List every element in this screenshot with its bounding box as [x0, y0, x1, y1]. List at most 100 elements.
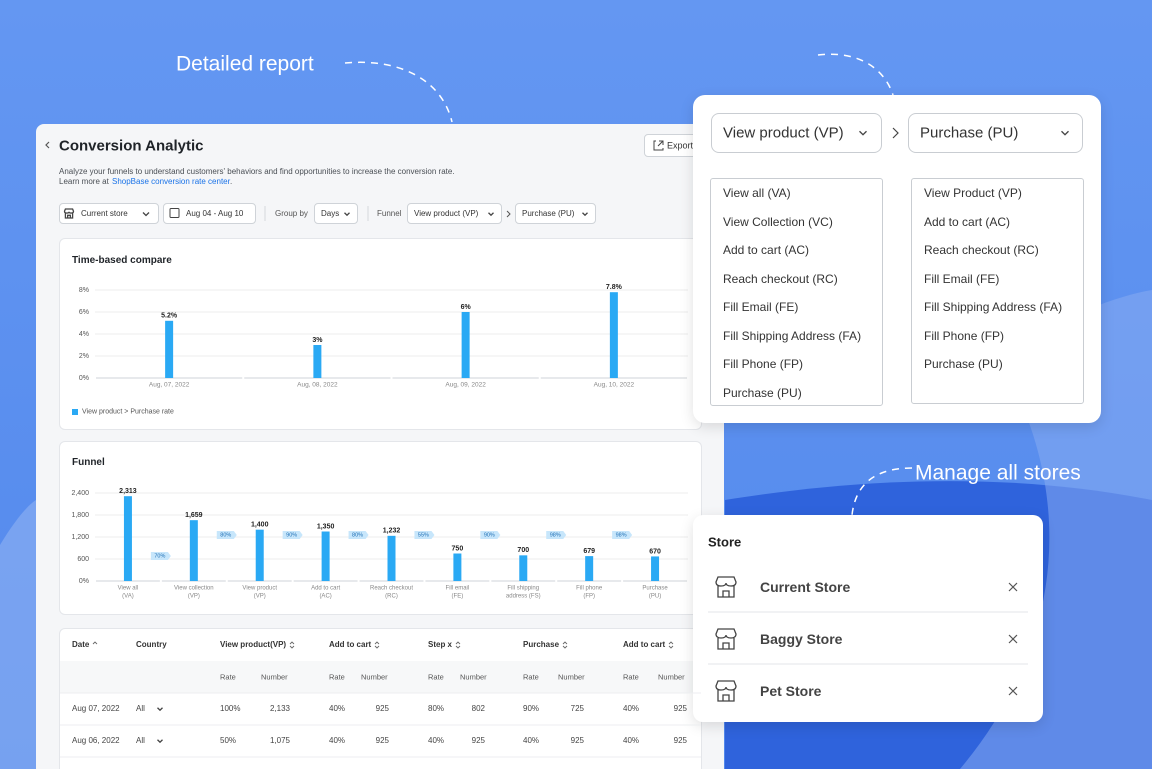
table-cell: 40%: [623, 704, 640, 713]
option[interactable]: Reach checkout (RC): [723, 271, 838, 286]
option[interactable]: Fill Email (FE): [924, 271, 1000, 286]
option[interactable]: Purchase (PU): [924, 357, 1003, 371]
y-tick-label: 2%: [79, 353, 89, 360]
column-header[interactable]: Add to cart: [329, 640, 372, 649]
store-name[interactable]: Pet Store: [760, 683, 822, 699]
table-cell: 50%: [220, 736, 237, 745]
picker-select-value[interactable]: View product (VP): [723, 124, 844, 142]
step-rate-tag: [282, 531, 303, 539]
table-cell: 925: [673, 736, 687, 745]
group-by-select[interactable]: [314, 203, 358, 224]
funnel-to-value[interactable]: Purchase (PU): [522, 209, 575, 218]
table-cell[interactable]: All: [136, 704, 145, 713]
step-rate-tag: [150, 552, 171, 560]
chart-title: Time-based compare: [72, 255, 172, 266]
export-label[interactable]: Export: [667, 140, 694, 151]
column-header[interactable]: Date: [72, 640, 90, 649]
table-card: [59, 628, 702, 769]
value-label: 2,313: [119, 488, 137, 495]
column-subheader: Rate: [623, 672, 639, 682]
option[interactable]: Fill Phone (FP): [924, 328, 1005, 343]
table-cell[interactable]: All: [136, 736, 145, 745]
funnel-from-select[interactable]: [407, 203, 502, 224]
option[interactable]: Add to cart (AC): [924, 214, 1011, 229]
option[interactable]: Purchase (PU): [723, 385, 802, 400]
step-rate-tag: [546, 531, 567, 539]
column-header[interactable]: View product(VP): [220, 640, 287, 649]
option[interactable]: View Collection (VC): [723, 214, 833, 229]
store-name[interactable]: Current Store: [760, 579, 851, 595]
bar: [519, 555, 528, 581]
column-header[interactable]: Add to cart: [623, 640, 666, 649]
x-tick-label: Purchase: [642, 586, 668, 592]
picker-select[interactable]: [711, 113, 882, 153]
funnel-chart-card: [59, 441, 702, 615]
option[interactable]: Fill Shipping Address (FA): [723, 328, 862, 343]
table-cell: 40%: [623, 736, 640, 745]
step-rate-label: 98%: [616, 532, 627, 538]
table-cell: 40%: [329, 704, 346, 713]
table-cell: 925: [471, 736, 485, 745]
table-subheader-bg: [60, 661, 701, 693]
option[interactable]: Reach checkout (RC): [924, 243, 1039, 257]
column-header[interactable]: Purchase: [523, 640, 560, 649]
step-rate-tag: [216, 531, 237, 539]
column-subheader: Rate: [428, 672, 444, 682]
column-subheader: Number: [658, 672, 685, 682]
learn-more-link[interactable]: ShopBase conversion rate center: [112, 177, 231, 186]
store-filter-label[interactable]: Current store: [81, 209, 128, 218]
column-header[interactable]: Country: [136, 640, 167, 649]
picker-select-value[interactable]: Purchase (PU): [920, 124, 1019, 142]
bar: [387, 535, 396, 581]
bar: [585, 556, 594, 581]
option[interactable]: Fill Phone (FP): [723, 357, 804, 371]
option[interactable]: View all (VA): [723, 186, 791, 200]
x-tick-label: address (FS): [506, 594, 541, 600]
table-cell: Aug 07, 2022: [72, 704, 120, 713]
table-cell: 40%: [329, 736, 346, 745]
option[interactable]: View Product (VP): [924, 186, 1022, 200]
y-tick-label: 1,200: [71, 534, 89, 541]
column-subheader: Number: [361, 672, 388, 682]
funnel-to-select[interactable]: [515, 203, 596, 224]
value-label: 1,232: [383, 528, 401, 535]
option[interactable]: Fill Email (FE): [723, 300, 799, 314]
x-tick-label: View product: [242, 586, 277, 592]
table-cell: 925: [375, 704, 389, 713]
x-tick-label: (VA): [122, 594, 134, 600]
table-cell: Aug 06, 2022: [72, 736, 120, 745]
step-rate-label: 55%: [418, 532, 429, 538]
option[interactable]: Add to cart (AC): [723, 243, 810, 257]
legend-swatch: [72, 409, 78, 415]
group-by-value[interactable]: Days: [321, 209, 340, 218]
table-cell: 1,075: [269, 736, 290, 745]
learn-more-end: .: [230, 177, 233, 186]
step-rate-label: 90%: [286, 532, 297, 538]
learn-more: Learn more at: [59, 177, 109, 186]
funnel-from-value[interactable]: View product (VP): [414, 209, 479, 218]
y-tick-label: 8%: [79, 287, 89, 294]
step-rate-tag: [348, 531, 369, 539]
store-name[interactable]: Baggy Store: [760, 631, 843, 647]
step-rate-tag: [480, 531, 501, 539]
column-subheader: Number: [261, 672, 288, 682]
option-list: [710, 178, 883, 406]
table-cell: 925: [673, 704, 687, 713]
x-tick-label: Aug, 07, 2022: [149, 382, 190, 389]
dashed-connector: [817, 53, 894, 96]
date-filter[interactable]: [163, 203, 256, 224]
store-filter[interactable]: [59, 203, 159, 224]
bar: [321, 531, 330, 581]
date-filter-label[interactable]: Aug 04 - Aug 10: [186, 209, 244, 218]
bar: [255, 529, 264, 581]
description: Analyze your funnels to understand custo…: [59, 167, 455, 176]
y-tick-label: 0%: [79, 578, 89, 585]
bar: [189, 520, 198, 581]
column-header[interactable]: Step x: [428, 640, 453, 649]
value-label: 1,350: [317, 523, 335, 530]
option[interactable]: Fill Shipping Address (FA): [924, 300, 1063, 314]
x-tick-label: View all: [118, 586, 139, 592]
picker-select[interactable]: [908, 113, 1083, 153]
y-tick-label: 2,400: [71, 490, 89, 497]
step-rate-tag: [414, 531, 435, 539]
